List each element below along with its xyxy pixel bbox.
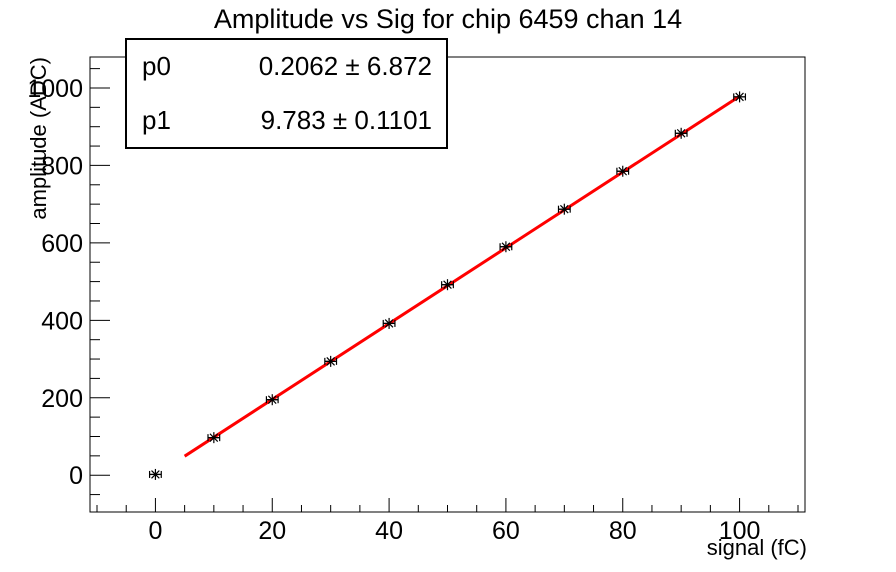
data-point-marker	[676, 128, 686, 138]
data-point-marker	[501, 242, 511, 252]
stats-row-p0: p0 0.2062 ± 6.872	[127, 40, 446, 94]
data-point-marker	[326, 357, 335, 366]
data-point-marker	[735, 92, 744, 102]
param-p1-value: 9.783 ± 0.1101	[260, 104, 432, 135]
x-axis-title: signal (fC)	[707, 535, 807, 560]
x-tick-label: 80	[609, 517, 637, 545]
x-tick-label: 60	[492, 517, 520, 545]
data-point-marker	[560, 204, 569, 214]
data-point-marker	[209, 433, 219, 442]
data-point-marker	[618, 166, 628, 176]
plot-title: Amplitude vs Sig for chip 6459 chan 14	[213, 4, 683, 34]
data-point-marker	[443, 280, 452, 290]
stats-row-p1: p1 9.783 ± 0.1101	[127, 94, 446, 148]
fit-stats-box: p0 0.2062 ± 6.872 p1 9.783 ± 0.1101	[125, 38, 448, 149]
x-tick-label: 100	[719, 517, 761, 545]
x-tick-label: 20	[258, 517, 286, 545]
y-tick-label: 800	[41, 152, 83, 180]
y-axis-title: amplitude (ADC)	[26, 57, 51, 220]
x-tick-label: 0	[148, 517, 162, 545]
data-point-marker	[151, 470, 160, 479]
param-p0-name: p0	[142, 51, 171, 82]
y-tick-label: 1000	[27, 75, 83, 103]
y-tick-label: 0	[69, 462, 83, 490]
data-point-marker	[384, 319, 394, 328]
y-tick-label: 400	[41, 307, 83, 335]
param-p0-value: 0.2062 ± 6.872	[258, 51, 432, 82]
x-tick-label: 40	[375, 517, 403, 545]
y-tick-label: 600	[41, 230, 83, 258]
y-tick-label: 200	[41, 385, 83, 413]
data-point-marker	[267, 395, 277, 405]
param-p1-name: p1	[142, 104, 171, 135]
fit-line	[183, 95, 741, 458]
